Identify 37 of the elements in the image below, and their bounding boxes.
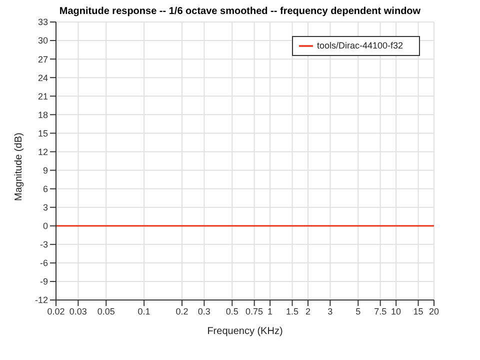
y-tick-label: 30 bbox=[38, 36, 48, 46]
x-tick-label: 1 bbox=[268, 306, 273, 316]
y-tick-label: 33 bbox=[38, 17, 48, 28]
x-tick-label: 3 bbox=[328, 306, 333, 316]
x-tick-label: 0.5 bbox=[226, 306, 238, 316]
y-tick-label: 3 bbox=[42, 202, 48, 213]
y-tick-label: 18 bbox=[38, 110, 48, 120]
y-tick-label: 12 bbox=[38, 146, 48, 157]
y-tick-label: -3 bbox=[40, 240, 48, 250]
x-tick-label: 0.1 bbox=[138, 306, 150, 316]
y-tick-label: 15 bbox=[38, 128, 48, 138]
x-tick-label: 7.5 bbox=[374, 306, 387, 316]
y-tick-label: -12 bbox=[34, 295, 48, 306]
x-tick-label: 0.3 bbox=[198, 306, 210, 316]
x-tick-label: 0.2 bbox=[176, 306, 188, 316]
y-tick-label: 27 bbox=[38, 54, 48, 64]
x-tick-label: 0.05 bbox=[97, 306, 115, 316]
y-tick-label: -6 bbox=[40, 258, 48, 268]
x-tick-label: 20 bbox=[428, 306, 440, 316]
x-tick-label: 2 bbox=[305, 306, 311, 316]
chart-title: Magnitude response -- 1/6 octave smoothed -- frequency dependent window bbox=[58, 6, 422, 17]
x-tick-label: 0.02 bbox=[47, 306, 65, 316]
y-tick-label: 0 bbox=[42, 221, 48, 232]
x-tick-label: 15 bbox=[413, 306, 424, 316]
x-tick-label: 10 bbox=[391, 306, 402, 316]
x-axis-title: Frequency (KHz) bbox=[207, 326, 283, 337]
x-tick-label: 0.03 bbox=[69, 306, 87, 316]
y-tick-label: -9 bbox=[40, 276, 48, 287]
y-tick-label: 24 bbox=[38, 72, 48, 83]
x-tick-label: 0.75 bbox=[246, 306, 264, 316]
legend-label: tools/Dirac-44100-f32 bbox=[316, 40, 403, 50]
x-tick-label: 5 bbox=[356, 306, 361, 316]
x-tick-label: 1.5 bbox=[286, 306, 299, 316]
y-tick-label: 9 bbox=[42, 165, 48, 176]
y-axis-title: Magnitude (dB) bbox=[14, 132, 25, 201]
y-tick-label: 21 bbox=[38, 91, 48, 102]
y-tick-label: 6 bbox=[42, 184, 48, 194]
